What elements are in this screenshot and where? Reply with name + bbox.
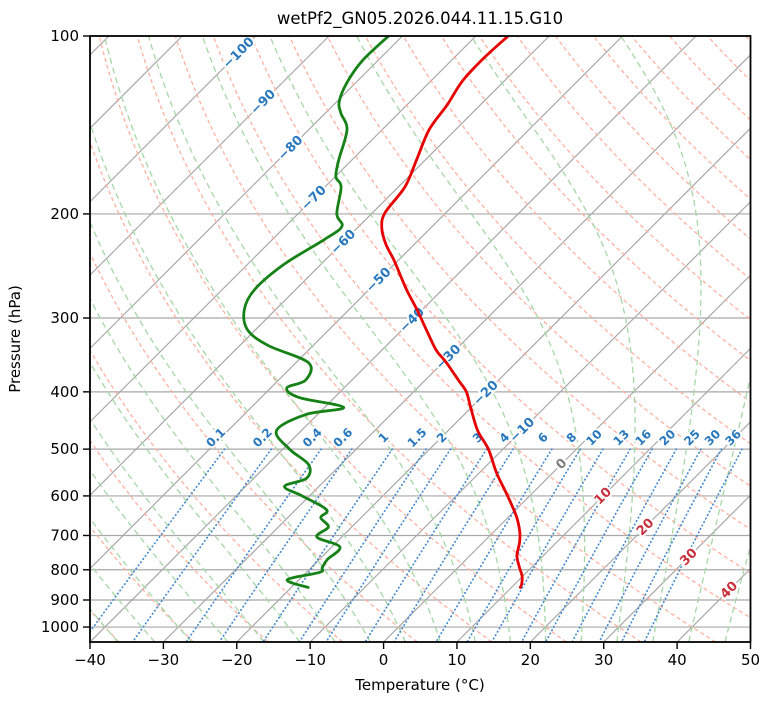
x-tick-label: −30: [148, 651, 180, 669]
mixing-ratio-label: 1.5: [405, 425, 430, 450]
y-tick-label: 800: [50, 561, 79, 579]
x-tick-label: −40: [74, 651, 106, 669]
mixing-ratio-label: 16: [633, 427, 655, 449]
y-tick-label: 300: [50, 309, 79, 327]
y-tick-label: 1000: [41, 618, 79, 636]
x-tick-label: 20: [521, 651, 540, 669]
mixing-ratio-label: 36: [722, 427, 744, 449]
moist-adiabat-lines: [90, 36, 751, 642]
y-tick-label: 600: [50, 487, 79, 505]
dry-adiabat-lines: [90, 36, 751, 642]
x-tick-label: 50: [741, 651, 760, 669]
y-tick-labels: 100 200 300 400 500 600 700 800 900 1000: [41, 27, 79, 636]
temperature-curve: [380, 36, 524, 589]
axis-ticks: [83, 35, 752, 649]
mixing-ratio-label: 10: [583, 427, 605, 449]
x-tick-label: 0: [379, 651, 389, 669]
sounding-curves: [242, 36, 524, 589]
x-tick-label: 40: [668, 651, 687, 669]
mixing-ratio-label: 1: [376, 430, 392, 446]
x-tick-label: 30: [594, 651, 613, 669]
chart-background-layers: [90, 36, 751, 642]
y-tick-label: 200: [50, 205, 79, 223]
mixing-ratio-label: 6: [535, 430, 551, 446]
x-tick-labels: −40 −30 −20 −10 0 10 20 30 40 50: [74, 651, 760, 669]
mixing-ratio-label: 0.2: [250, 425, 275, 450]
x-axis-label: Temperature (°C): [354, 676, 484, 694]
x-tick-label: −10: [294, 651, 326, 669]
axes-spines: [89, 35, 752, 643]
mixing-ratio-label: 30: [702, 427, 724, 449]
y-tick-label: 400: [50, 383, 79, 401]
y-axis-label: Pressure (hPa): [6, 285, 24, 393]
y-tick-label: 100: [50, 27, 79, 45]
y-tick-label: 500: [50, 440, 79, 458]
y-tick-label: 700: [50, 526, 79, 544]
mixing-ratio-label: 8: [564, 430, 580, 446]
y-tick-label: 900: [50, 591, 79, 609]
x-tick-label: −20: [221, 651, 253, 669]
mixing-ratio-label: 0.1: [203, 425, 228, 450]
x-tick-label: 10: [447, 651, 466, 669]
mixing-ratio-lines: [90, 448, 743, 642]
dewpoint-curve: [242, 36, 390, 589]
chart-title: wetPf2_GN05.2026.044.11.15.G10: [277, 9, 563, 29]
mixing-ratio-label: 20: [657, 427, 679, 449]
mixing-ratio-label: 25: [681, 427, 703, 449]
isotherm-lines: [90, 36, 751, 642]
mixing-ratio-label: 13: [610, 427, 632, 449]
isotherm-label: −100: [220, 35, 257, 72]
